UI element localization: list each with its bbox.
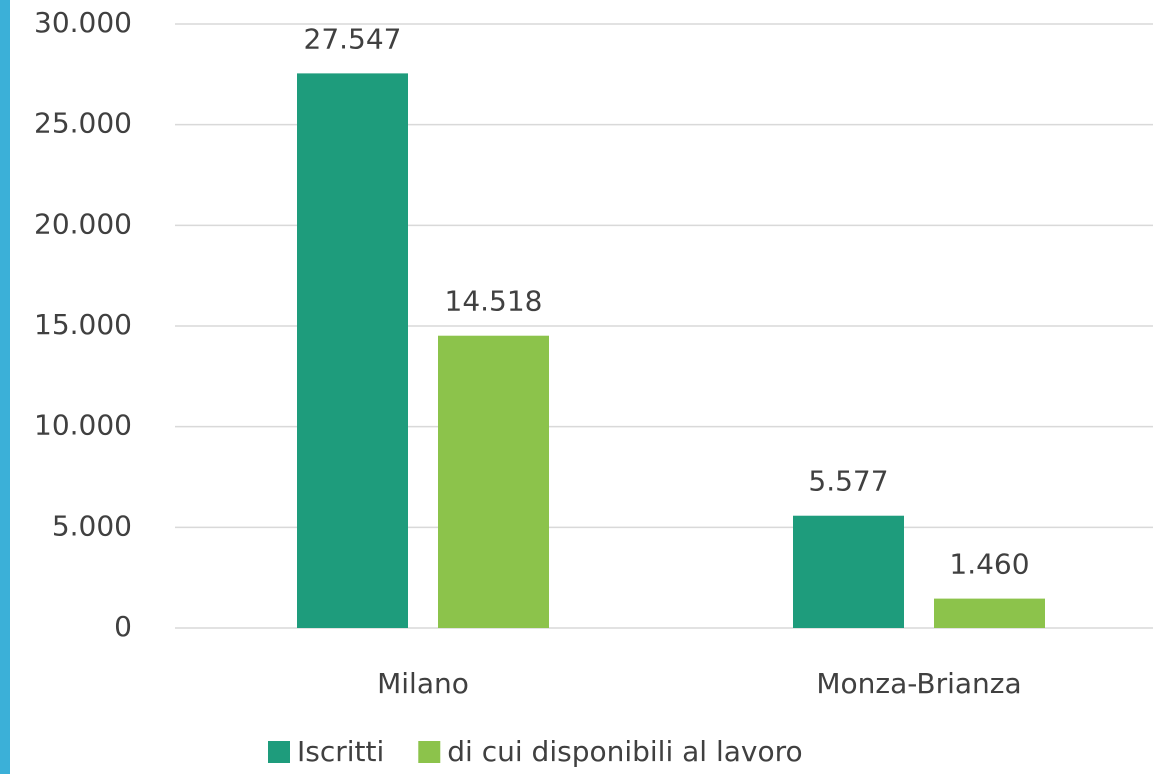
legend-label: Iscritti (297, 735, 384, 768)
legend-swatch (268, 741, 290, 763)
y-tick-label: 0 (114, 610, 132, 643)
data-label: 14.518 (445, 285, 543, 318)
x-tick-label: Milano (377, 667, 469, 700)
legend-swatch (418, 741, 441, 763)
bar (934, 598, 1045, 628)
bar (438, 335, 549, 628)
y-tick-label: 30.000 (34, 6, 132, 39)
y-tick-label: 5.000 (52, 509, 132, 542)
x-tick-label: Monza-Brianza (816, 667, 1021, 700)
data-label: 1.460 (949, 548, 1029, 581)
y-tick-label: 15.000 (34, 308, 132, 341)
y-tick-label: 10.000 (34, 409, 132, 442)
bar (793, 515, 904, 628)
legend-label: di cui disponibili al lavoro (447, 735, 802, 768)
data-label: 27.547 (304, 22, 402, 55)
data-label: 5.577 (808, 465, 888, 498)
y-tick-label: 25.000 (34, 107, 132, 140)
side-stripe (0, 0, 10, 774)
y-tick-label: 20.000 (34, 207, 132, 240)
bar (297, 73, 408, 628)
